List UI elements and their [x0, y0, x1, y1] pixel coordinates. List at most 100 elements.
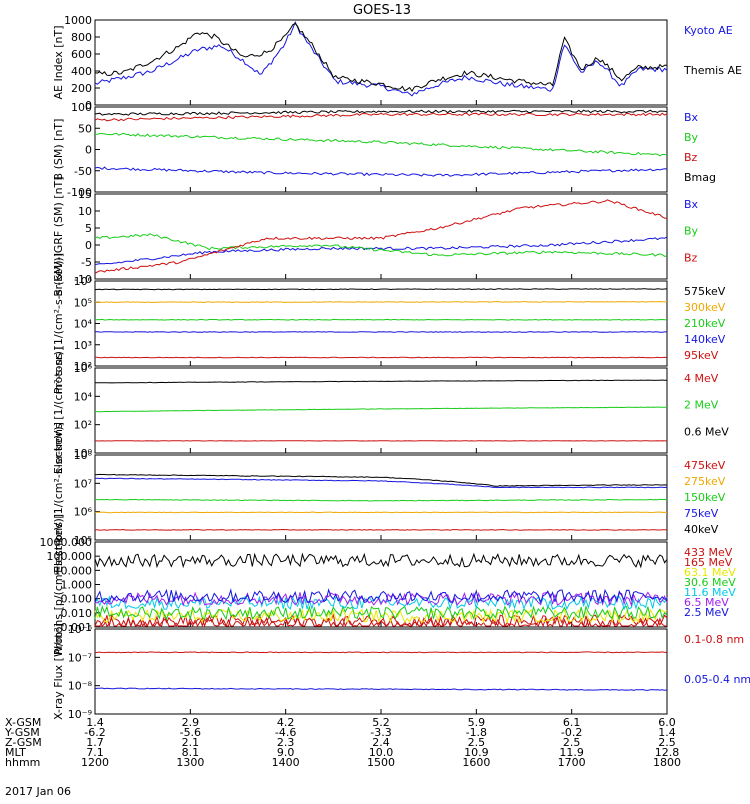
chart-title: GOES-13	[353, 3, 411, 18]
ephem-value: 1400	[272, 756, 300, 769]
legend-entry: 2.5 MeV	[684, 606, 729, 619]
panel-frame	[95, 107, 667, 192]
y-tick-label: 100	[71, 101, 92, 114]
legend-entry: By	[684, 225, 699, 238]
legend-entry: Themis AE	[683, 64, 742, 77]
y-tick-label: 5	[85, 222, 92, 235]
series-line	[95, 237, 667, 265]
legend-entry: 0.1-0.8 nm	[684, 633, 744, 646]
series-line	[95, 133, 667, 156]
y-tick-label: 400	[71, 65, 92, 78]
y-tick-label: 800	[71, 31, 92, 44]
panel-frame	[95, 455, 667, 540]
y-tick-label: 10⁵	[74, 296, 92, 309]
legend-entry: 475keV	[684, 459, 726, 472]
legend-entry: 140keV	[684, 333, 726, 346]
series-line	[95, 688, 667, 690]
series-line	[95, 357, 667, 358]
legend-entry: Bz	[684, 251, 698, 264]
panel-frame	[95, 20, 667, 105]
series-line	[95, 554, 667, 567]
panel-7: 0.0010.0100.1001.00010.000100.0001000.00…	[40, 514, 737, 655]
y-tick-label: 10⁻⁶	[68, 623, 93, 636]
ephem-value: 1700	[558, 756, 586, 769]
series-line	[95, 24, 667, 92]
y-tick-label: 15	[78, 188, 92, 201]
y-tick-label: 10⁶	[74, 275, 93, 288]
legend-entry: 0.6 MeV	[684, 425, 729, 438]
legend-entry: 40keV	[684, 523, 719, 536]
panel-frame	[95, 194, 667, 279]
legend-entry: Bx	[684, 198, 699, 211]
y-tick-label: -5	[81, 256, 92, 269]
panel-frame	[95, 281, 667, 366]
panel-8: 10⁻⁹10⁻⁸10⁻⁷10⁻⁶X-ray Flux [W/m²]0.1-0.8…	[52, 623, 750, 721]
y-tick-label: 10⁶	[74, 362, 93, 375]
ephem-value: 1500	[367, 756, 395, 769]
legend-entry: By	[684, 131, 699, 144]
y-tick-label: 1000.000	[40, 536, 93, 549]
legend-entry: 275keV	[684, 475, 726, 488]
legend-entry: 95keV	[684, 349, 719, 362]
y-tick-label: 0.010	[61, 607, 93, 620]
y-tick-label: 0.100	[61, 593, 93, 606]
y-tick-label: 10⁴	[74, 318, 93, 331]
y-tick-label: 50	[78, 122, 92, 135]
y-axis-label: B (SM) [nT]	[52, 119, 65, 181]
series-line	[95, 407, 667, 412]
legend-entry: Bz	[684, 151, 698, 164]
legend-entry: 210keV	[684, 317, 726, 330]
legend-entry: Bx	[684, 111, 699, 124]
ephem-value: 1200	[81, 756, 109, 769]
panel-frame	[95, 542, 667, 627]
series-line	[95, 289, 667, 290]
y-tick-label: 1.000	[61, 579, 93, 592]
series-line	[95, 512, 667, 513]
panel-frame	[95, 629, 667, 714]
y-tick-label: 10⁸	[74, 449, 93, 462]
y-tick-label: 600	[71, 48, 92, 61]
y-tick-label: 10⁴	[74, 390, 93, 403]
legend-entry: 2 MeV	[684, 399, 719, 412]
series-line	[95, 478, 667, 488]
series-line	[95, 319, 667, 320]
legend-entry: Kyoto AE	[684, 24, 733, 37]
legend-entry: 0.05-0.4 nm	[684, 673, 750, 686]
ephem-label: hhmm	[5, 756, 40, 769]
y-tick-label: 1000	[64, 14, 92, 27]
legend-entry: 300keV	[684, 301, 726, 314]
legend-entry: 4 MeV	[684, 372, 719, 385]
y-tick-label: 200	[71, 82, 92, 95]
y-tick-label: 0	[85, 144, 92, 157]
y-tick-label: 10	[78, 205, 92, 218]
y-axis-label: AE Index [nT]	[52, 25, 65, 99]
legend-entry: 150keV	[684, 491, 726, 504]
series-line	[95, 167, 667, 176]
series-line	[95, 530, 667, 531]
date-label: 2017 Jan 06	[5, 785, 71, 798]
series-line	[95, 380, 667, 383]
series-line	[95, 110, 667, 115]
ephem-value: 1600	[462, 756, 490, 769]
series-line	[95, 22, 667, 96]
series-line	[95, 332, 667, 333]
y-tick-label: 10⁷	[74, 477, 92, 490]
series-line	[95, 652, 667, 653]
series-line	[95, 302, 667, 303]
ephem-value: 1300	[176, 756, 204, 769]
legend-entry: Bmag	[684, 171, 716, 184]
y-tick-label: 10⁻⁷	[68, 651, 92, 664]
y-tick-label: 0	[85, 239, 92, 252]
y-tick-label: 10³	[74, 339, 92, 352]
y-tick-label: 10⁶	[74, 506, 93, 519]
y-tick-label: 10²	[74, 419, 92, 432]
ephem-value: 1800	[653, 756, 681, 769]
y-axis-label: X-ray Flux [W/m²]	[52, 623, 65, 720]
